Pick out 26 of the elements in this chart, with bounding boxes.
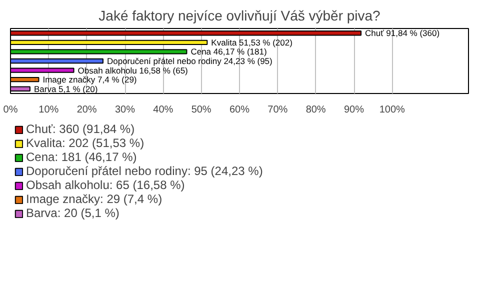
- x-tick-label: 20%: [76, 104, 97, 116]
- data-label: Doporučení přátel nebo rodiny 24,23 % (95): [106, 56, 273, 66]
- legend-label: Obsah alkoholu: 65 (16,58 %): [26, 178, 185, 192]
- x-tick-label: 90%: [344, 104, 364, 116]
- legend-label: Kvalita: 202 (51,53 %): [26, 136, 144, 150]
- x-tick-label: 50%: [191, 104, 212, 116]
- x-tick-label: 10%: [38, 104, 59, 116]
- legend-label: Chuť: 360 (91,84 %): [26, 122, 135, 136]
- x-tick-label: 40%: [153, 104, 174, 116]
- x-tick-label: 0%: [3, 104, 18, 116]
- x-tick-label: 80%: [306, 104, 326, 116]
- legend-label: Cena: 181 (46,17 %): [26, 150, 137, 164]
- data-label: Obsah alkoholu 16,58 % (65): [78, 65, 188, 76]
- data-label: Image značky 7,4 % (29): [42, 74, 137, 85]
- legend-label: Image značky: 29 (7,4 %): [26, 192, 162, 206]
- data-label: Cena 46,17 % (181): [190, 46, 267, 57]
- legend-label: Doporučení přátel nebo rodiny: 95 (24,23 %): [26, 164, 263, 178]
- legend-label: Barva: 20 (5,1 %): [26, 206, 120, 220]
- data-label: Kvalita 51,53 % (202): [211, 37, 293, 48]
- x-tick-label: 100%: [379, 104, 406, 116]
- data-label: Barva 5,1 % (20): [34, 84, 98, 94]
- chart-title: Jaké faktory nejvíce ovlivňují Váš výběr piva?: [98, 8, 381, 24]
- x-tick-label: 30%: [114, 104, 136, 116]
- x-tick-label: 70%: [268, 104, 288, 116]
- data-label: Chuť 91,84 % (360): [365, 28, 440, 38]
- x-tick-label: 60%: [229, 104, 250, 116]
